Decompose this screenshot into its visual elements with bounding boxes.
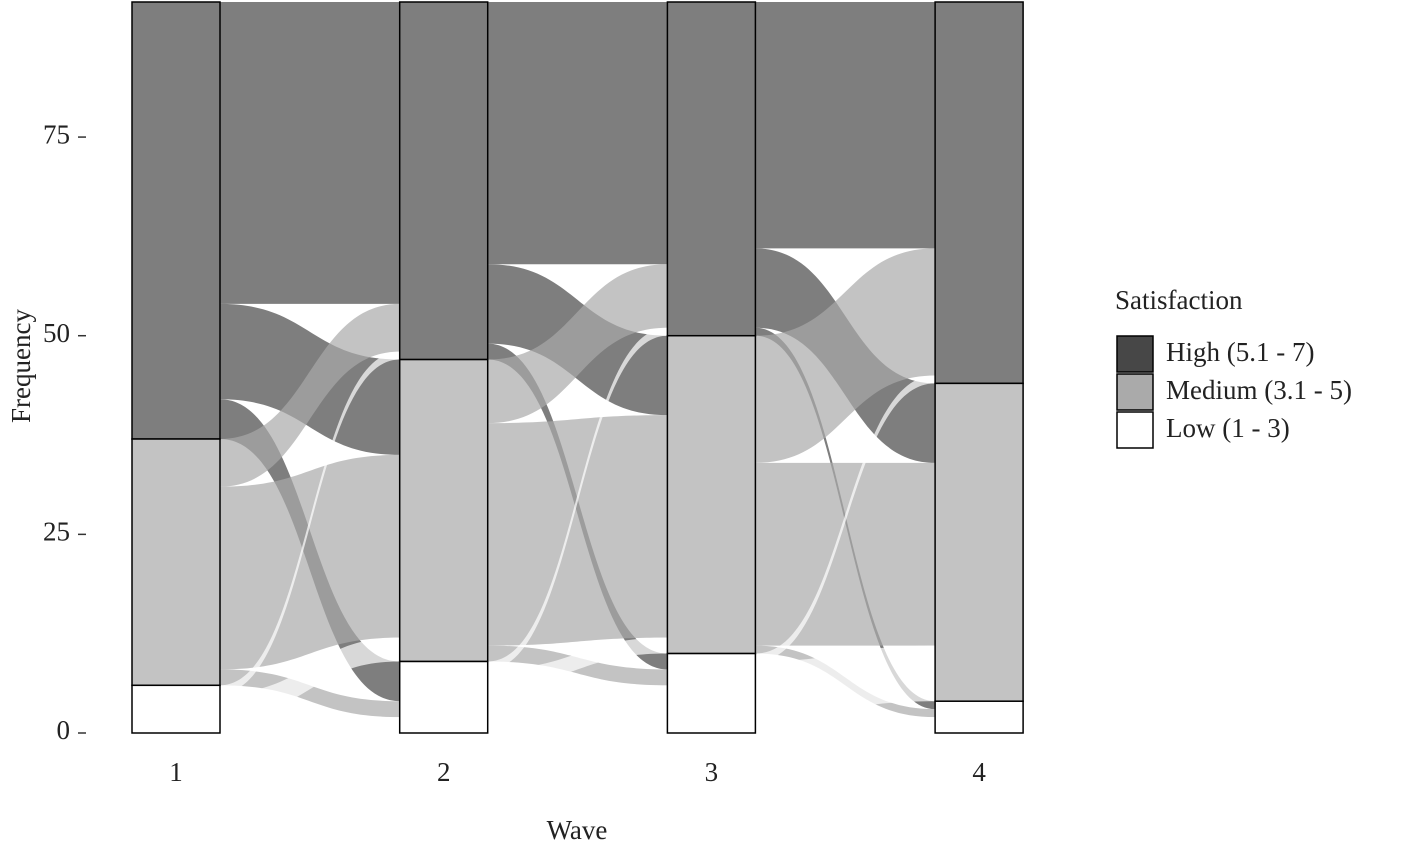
flow (487, 327, 668, 670)
flow (755, 375, 936, 662)
x-tick-label: 4 (972, 757, 986, 787)
flow (487, 637, 668, 686)
flow (755, 645, 936, 718)
legend-label: High (5.1 - 7) (1166, 337, 1314, 367)
legend-key (1116, 373, 1154, 411)
flow (755, 462, 936, 646)
stratum (666, 334, 757, 655)
flow (220, 351, 400, 694)
y-tick-label: 0 (57, 715, 71, 745)
flow (487, 264, 668, 424)
flow (487, 2, 668, 265)
stratum (398, 1, 489, 361)
legend-label: Medium (3.1 - 5) (1166, 375, 1352, 405)
stratum (398, 358, 489, 663)
legend-title: Satisfaction (1115, 285, 1243, 315)
legend-label: Low (1 - 3) (1166, 413, 1290, 443)
flow (220, 669, 400, 718)
flows (220, 2, 936, 733)
flow (755, 717, 936, 733)
flow (220, 303, 400, 487)
y-axis-title: Frequency (6, 309, 36, 423)
flow (755, 2, 936, 249)
flow (487, 685, 668, 733)
stratum (934, 700, 1024, 734)
stratum (398, 660, 489, 734)
stratum (666, 652, 757, 734)
flow (755, 248, 936, 463)
stratum (934, 382, 1024, 702)
stratum (934, 1, 1024, 385)
flow (220, 717, 400, 733)
stratum (131, 684, 221, 734)
stratum (131, 438, 221, 687)
x-tick-label: 1 (169, 757, 183, 787)
flow (220, 637, 400, 718)
x-tick-label: 2 (437, 757, 451, 787)
y-tick-label: 25 (43, 517, 70, 547)
strata (131, 1, 1024, 734)
flow (220, 454, 400, 670)
y-tick-label: 50 (43, 318, 70, 348)
stratum (131, 1, 221, 440)
flow (220, 2, 400, 304)
legend-key (1116, 335, 1154, 373)
stratum (666, 1, 757, 337)
flow (487, 415, 668, 646)
legend-key (1116, 411, 1154, 449)
y-tick-label: 75 (43, 119, 70, 149)
x-tick-label: 3 (705, 757, 719, 787)
x-axis-title: Wave (547, 815, 608, 845)
